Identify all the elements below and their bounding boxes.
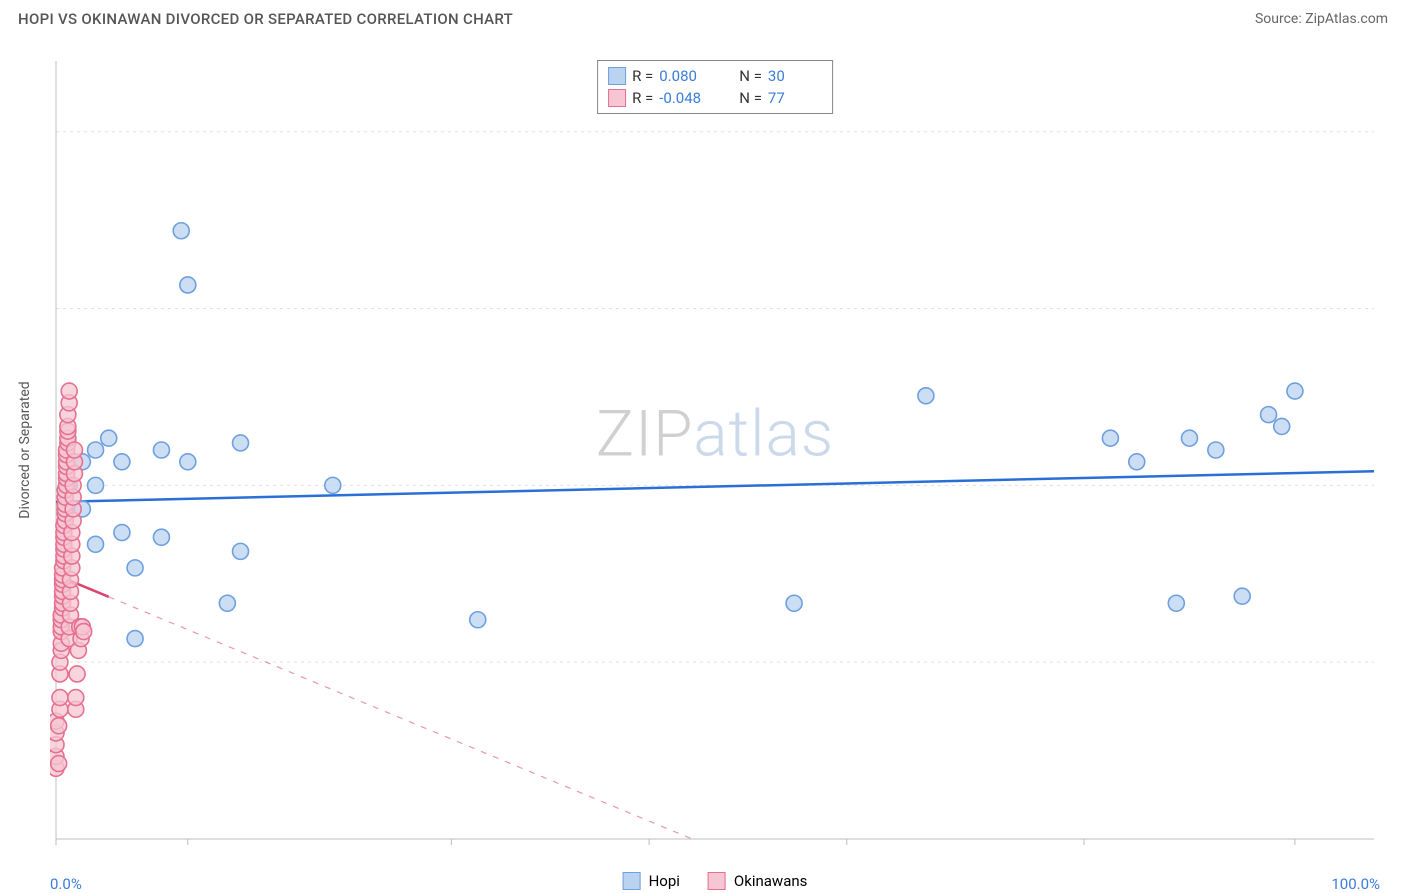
legend-item: Okinawans bbox=[708, 872, 807, 890]
x-axis-start-label: 0.0% bbox=[50, 875, 82, 893]
series-legend: Hopi Okinawans bbox=[623, 872, 808, 890]
legend-row: R = 0.080 N = 30 bbox=[608, 65, 822, 87]
x-axis-end-label: 100.0% bbox=[1331, 875, 1380, 893]
chart-area: Divorced or Separated ZIPatlas R =0.080N… bbox=[50, 55, 1380, 845]
legend-r-label: R = bbox=[632, 65, 653, 87]
legend-row: R = -0.048 N = 77 bbox=[608, 87, 822, 109]
legend-r-value: 0.080 bbox=[659, 65, 713, 87]
scatter-plot bbox=[50, 55, 1380, 845]
legend-swatch bbox=[608, 89, 626, 107]
legend-r-value: -0.048 bbox=[659, 87, 713, 109]
legend-n-value: 77 bbox=[768, 87, 822, 109]
legend-r-label: R = bbox=[632, 87, 653, 109]
y-axis-label: Divorced or Separated bbox=[17, 381, 33, 518]
legend-n-label: N = bbox=[739, 65, 762, 87]
legend-swatch bbox=[623, 872, 641, 890]
header: HOPI VS OKINAWAN DIVORCED OR SEPARATED C… bbox=[0, 0, 1406, 28]
legend-series-label: Okinawans bbox=[734, 872, 807, 890]
legend-n-value: 30 bbox=[768, 65, 822, 87]
legend-n-label: N = bbox=[739, 87, 762, 109]
source-label: Source: ZipAtlas.com bbox=[1255, 11, 1388, 27]
legend-swatch bbox=[608, 67, 626, 85]
chart-title: HOPI VS OKINAWAN DIVORCED OR SEPARATED C… bbox=[18, 10, 513, 28]
legend-swatch bbox=[708, 872, 726, 890]
legend-item: Hopi bbox=[623, 872, 680, 890]
correlation-legend: R = 0.080 N = 30 R = -0.048 N = 77 bbox=[597, 60, 833, 114]
legend-series-label: Hopi bbox=[649, 872, 680, 890]
